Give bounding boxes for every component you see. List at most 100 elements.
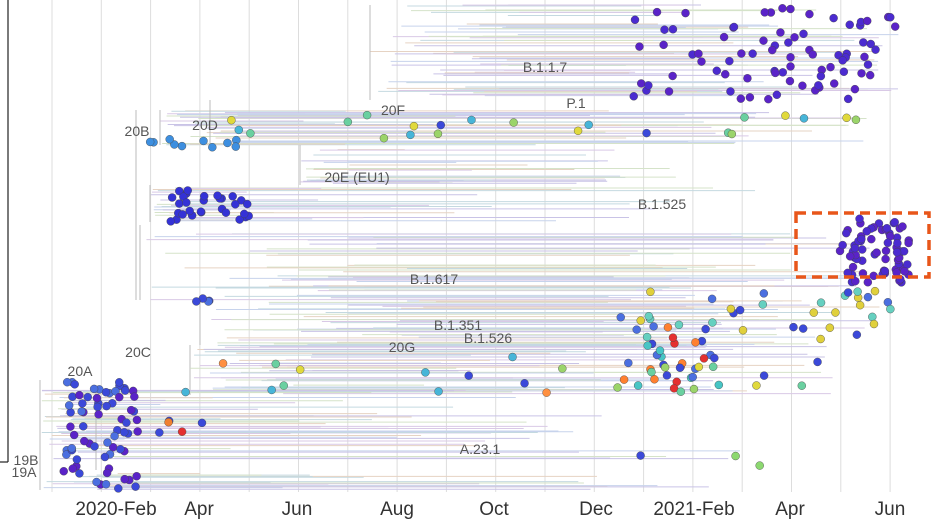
tip[interactable] (646, 287, 655, 297)
tip[interactable] (772, 90, 782, 99)
tip[interactable] (183, 186, 192, 195)
tip[interactable] (752, 381, 761, 390)
tip[interactable] (843, 288, 853, 297)
tip[interactable] (776, 28, 785, 37)
tip[interactable] (842, 113, 851, 123)
tip[interactable] (825, 323, 835, 332)
tip[interactable] (813, 357, 822, 367)
tip[interactable] (199, 191, 209, 201)
tip[interactable] (738, 326, 748, 335)
tip[interactable] (675, 363, 685, 372)
tip[interactable] (234, 125, 243, 135)
tip[interactable] (279, 381, 288, 390)
tip[interactable] (166, 217, 175, 226)
tip[interactable] (655, 346, 665, 355)
tip[interactable] (843, 94, 853, 104)
tip[interactable] (434, 387, 443, 396)
tip[interactable] (558, 364, 567, 373)
tip[interactable] (669, 384, 679, 393)
clade-label[interactable]: 19A (12, 464, 38, 480)
tip[interactable] (616, 313, 625, 322)
tip[interactable] (758, 300, 767, 309)
tip[interactable] (748, 49, 757, 58)
tip[interactable] (781, 111, 790, 120)
tip[interactable] (697, 57, 706, 66)
tip[interactable] (192, 297, 201, 306)
tip[interactable] (866, 39, 875, 49)
tip[interactable] (886, 304, 895, 314)
tip[interactable] (786, 53, 795, 62)
tip[interactable] (850, 84, 860, 94)
tip[interactable] (132, 415, 142, 425)
tip[interactable] (898, 222, 907, 231)
tip[interactable] (295, 365, 305, 374)
tip[interactable] (845, 20, 854, 29)
clade-label[interactable]: 20G (389, 339, 415, 355)
tip[interactable] (213, 191, 222, 200)
tip[interactable] (115, 392, 124, 402)
tip[interactable] (66, 422, 75, 431)
tip[interactable] (644, 81, 653, 90)
tip[interactable] (235, 215, 244, 224)
tip[interactable] (629, 92, 638, 101)
tip[interactable] (872, 248, 881, 257)
tip[interactable] (227, 116, 236, 125)
tip[interactable] (853, 287, 862, 296)
tip[interactable] (79, 422, 88, 431)
tip[interactable] (721, 70, 730, 79)
clade-label[interactable]: B.1.1.7 (523, 59, 568, 75)
tip[interactable] (633, 381, 643, 390)
tip[interactable] (831, 308, 840, 317)
tip[interactable] (167, 193, 177, 202)
tip[interactable] (635, 42, 644, 51)
tip[interactable] (694, 49, 703, 58)
tip[interactable] (77, 407, 86, 416)
tip[interactable] (624, 358, 633, 368)
tip[interactable] (72, 455, 82, 464)
tip[interactable] (710, 353, 719, 363)
tip[interactable] (850, 243, 860, 253)
tip[interactable] (650, 375, 659, 384)
tip[interactable] (708, 362, 718, 371)
tip[interactable] (668, 25, 678, 34)
clade-label[interactable]: B.1.351 (434, 317, 482, 333)
tip[interactable] (80, 436, 89, 446)
tip[interactable] (101, 480, 111, 489)
tip[interactable] (102, 468, 112, 478)
tip[interactable] (652, 7, 662, 17)
tip[interactable] (642, 332, 652, 342)
tip[interactable] (737, 49, 746, 58)
tip[interactable] (904, 238, 913, 248)
tip[interactable] (707, 294, 717, 304)
tip[interactable] (246, 129, 255, 138)
highlight-box[interactable] (794, 211, 931, 279)
tip[interactable] (805, 9, 814, 19)
tip[interactable] (208, 143, 217, 152)
tip[interactable] (842, 228, 851, 238)
tip[interactable] (584, 120, 593, 130)
tip[interactable] (68, 464, 77, 473)
tip[interactable] (789, 322, 798, 332)
tip[interactable] (712, 66, 721, 75)
tip[interactable] (845, 252, 855, 261)
tip[interactable] (221, 208, 231, 217)
tip[interactable] (899, 247, 909, 256)
tip[interactable] (115, 378, 124, 387)
tip[interactable] (89, 384, 99, 394)
tip[interactable] (727, 129, 737, 139)
tip[interactable] (814, 81, 823, 90)
tip[interactable] (75, 390, 84, 400)
tip[interactable] (70, 380, 79, 389)
tip[interactable] (181, 387, 190, 397)
tip[interactable] (267, 385, 276, 395)
tip[interactable] (177, 427, 187, 436)
tip[interactable] (890, 217, 899, 227)
tip[interactable] (701, 324, 710, 334)
tip[interactable] (688, 372, 697, 382)
tip[interactable] (182, 198, 191, 207)
tip[interactable] (165, 135, 174, 144)
tip[interactable] (745, 93, 755, 102)
tip[interactable] (130, 392, 139, 401)
tip[interactable] (509, 118, 518, 127)
tip[interactable] (859, 38, 868, 47)
